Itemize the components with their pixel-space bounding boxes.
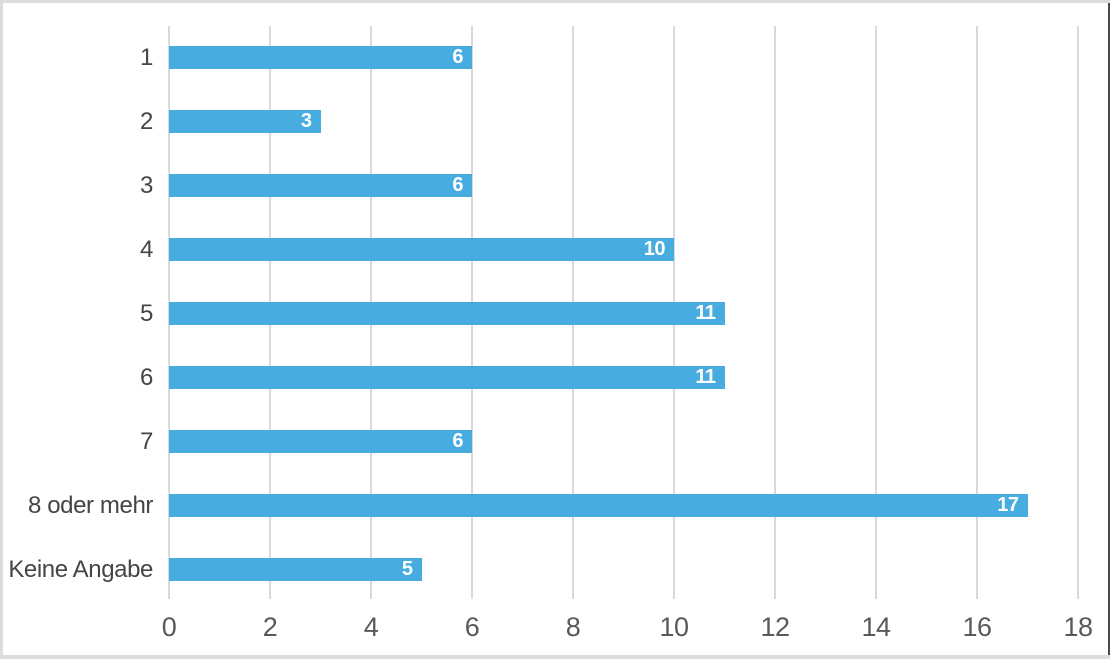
- bar-8-oder-mehr: 17: [169, 494, 1028, 518]
- bar-5: 11: [169, 302, 725, 326]
- category-label-5: 5: [140, 299, 153, 327]
- bar-4: 10: [169, 238, 674, 262]
- gridline-x-18: [1077, 26, 1079, 599]
- x-tick-label: 10: [659, 612, 689, 642]
- bar-value-label: 6: [452, 46, 463, 69]
- bar-1: 6: [169, 46, 472, 70]
- bar-value-label: 11: [695, 302, 716, 325]
- bar-value-label: 11: [695, 366, 716, 389]
- x-tick-label: 4: [363, 612, 379, 642]
- bar-2: 3: [169, 110, 321, 134]
- gridline-x-14: [875, 26, 877, 599]
- bar-7: 6: [169, 430, 472, 454]
- bar-value-label: 17: [997, 494, 1019, 517]
- category-label-3: 3: [140, 171, 153, 199]
- category-label-8-oder-mehr: 8 oder mehr: [28, 491, 153, 519]
- category-label-keine-angabe: Keine Angabe: [8, 555, 153, 583]
- bar-value-label: 10: [643, 238, 666, 261]
- frame-right-edge: [1108, 3, 1110, 655]
- bar-keine-angabe: 5: [169, 558, 422, 582]
- category-label-4: 4: [140, 235, 153, 263]
- x-tick-label: 14: [861, 612, 891, 642]
- x-tick-label: 12: [760, 612, 790, 642]
- bar-value-label: 3: [300, 110, 312, 133]
- category-label-6: 6: [140, 363, 153, 391]
- gridline-x-12: [774, 26, 776, 599]
- x-tick-label: 8: [565, 612, 581, 642]
- x-tick-label: 2: [262, 612, 278, 642]
- x-tick-label: 18: [1063, 612, 1093, 642]
- bar-value-label: 6: [452, 174, 463, 197]
- x-tick-label: 0: [161, 612, 177, 642]
- bar-value-label: 6: [452, 430, 463, 453]
- gridline-x-16: [976, 26, 978, 599]
- category-label-2: 2: [140, 107, 153, 135]
- bar-3: 6: [169, 174, 472, 198]
- bar-6: 11: [169, 366, 725, 390]
- x-tick-label: 16: [962, 612, 992, 642]
- x-tick-label: 6: [464, 612, 480, 642]
- category-label-1: 1: [140, 43, 153, 71]
- bar-value-label: 5: [401, 558, 413, 581]
- plot-area: 6 3 6 10 11 11 6 17 5: [168, 26, 1079, 599]
- category-label-7: 7: [140, 427, 153, 455]
